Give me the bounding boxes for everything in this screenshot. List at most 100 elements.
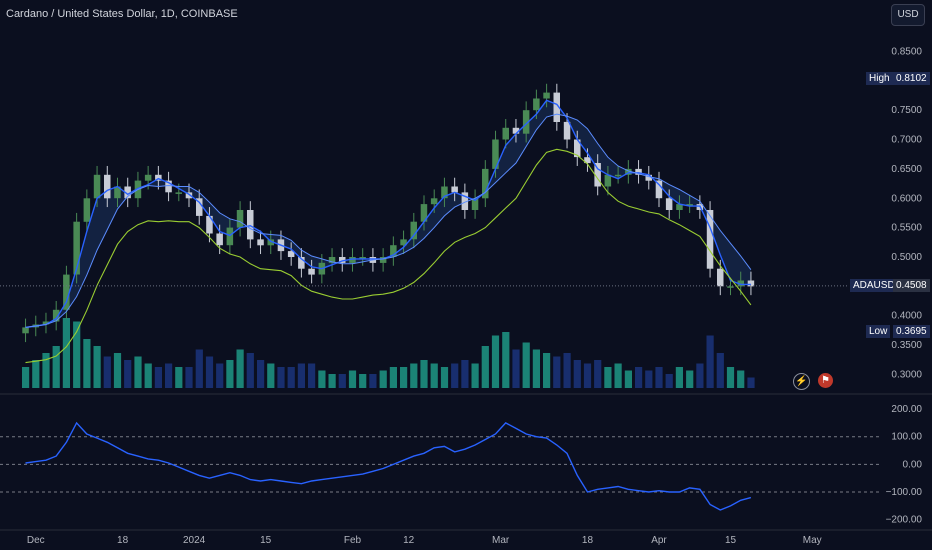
price-tick-label: 0.7000 (891, 135, 922, 146)
volume-bar (471, 363, 479, 388)
volume-bar (604, 367, 612, 388)
candle (645, 174, 652, 181)
time-tick-label: 2024 (183, 535, 206, 546)
volume-bar (328, 374, 336, 388)
volume-bar (348, 370, 357, 388)
lightning-icon[interactable]: ⚡ (793, 373, 810, 390)
candle (175, 192, 182, 194)
volume-bar (83, 339, 91, 388)
candle (359, 257, 366, 259)
volume-bar (635, 367, 643, 388)
volume-bar (144, 363, 152, 388)
current-price-value: 0.4508 (893, 279, 930, 292)
volume-bar (563, 353, 571, 388)
candle (676, 204, 683, 210)
volume-bar (185, 367, 193, 388)
volume-bar (308, 363, 316, 388)
volume-bar (134, 356, 142, 388)
candle (533, 98, 540, 111)
volume-bar (583, 363, 592, 388)
candle (502, 127, 509, 140)
price-tick-label: 0.6000 (891, 193, 922, 204)
price-tick-label: 0.3000 (891, 369, 922, 380)
candle (594, 163, 601, 187)
high-value: 0.8102 (893, 72, 930, 85)
volume-bar (42, 353, 50, 388)
osc-tick-label: −200.00 (886, 515, 923, 526)
candle (420, 204, 428, 222)
osc-tick-label: −100.00 (886, 487, 923, 498)
volume-bar (175, 367, 183, 388)
time-tick-label: 18 (117, 535, 129, 546)
volume-bar (737, 370, 745, 388)
volume-bar (686, 370, 694, 388)
volume-bar (440, 367, 449, 388)
symbol-label: ADAUSD (850, 279, 898, 292)
low-label: Low (866, 325, 891, 338)
candle (614, 174, 622, 177)
time-tick-label: May (803, 535, 822, 546)
candle (717, 268, 724, 287)
volume-bar (205, 356, 214, 388)
volume-bar (675, 367, 683, 388)
volume-bar (573, 360, 581, 388)
high-label: High (866, 72, 893, 85)
volume-bar (277, 367, 285, 388)
candle (686, 204, 693, 206)
price-tick-label: 0.5000 (891, 252, 922, 263)
candle (482, 168, 489, 199)
candle (471, 198, 479, 210)
volume-bar (297, 363, 305, 388)
volume-bar (93, 346, 101, 388)
candle (114, 186, 121, 199)
candle (247, 210, 254, 240)
us-flag-icon[interactable]: ⚑ (818, 373, 833, 388)
volume-bar (502, 332, 510, 388)
candle (655, 180, 663, 199)
volume-bar (410, 363, 418, 388)
candle (543, 92, 550, 99)
osc-tick-label: 100.00 (891, 432, 922, 443)
volume-bar (369, 374, 377, 388)
price-tick-label: 0.8500 (891, 46, 922, 57)
volume-bar (389, 367, 397, 388)
candle (584, 157, 591, 164)
volume-bar (154, 367, 162, 388)
volume-bar (522, 342, 530, 388)
candle (226, 227, 234, 246)
candle (236, 210, 244, 228)
candle (492, 139, 499, 169)
currency-button[interactable]: USD (891, 4, 925, 26)
volume-bar (73, 321, 81, 388)
time-tick-label: Apr (651, 535, 667, 546)
candle (328, 257, 336, 263)
candle (155, 174, 162, 181)
candle (737, 280, 744, 287)
candle (144, 174, 152, 181)
candle (379, 257, 387, 263)
volume-bar (481, 346, 489, 388)
volume-bar (665, 374, 673, 388)
volume-bar (543, 353, 551, 388)
volume-bar (216, 363, 224, 388)
volume-bar (706, 335, 714, 388)
volume-bar (645, 370, 653, 388)
candle (625, 168, 632, 175)
candle (339, 257, 346, 263)
volume-bar (532, 349, 540, 388)
volume-bar (624, 370, 632, 388)
volume-bar (430, 363, 438, 388)
candle (553, 92, 560, 122)
volume-bar (400, 367, 408, 388)
time-tick-label: Mar (492, 535, 510, 546)
candle (257, 239, 264, 246)
price-tick-label: 0.5500 (891, 223, 922, 234)
volume-bar (594, 360, 602, 388)
volume-bar (103, 356, 111, 388)
volume-bar (236, 349, 244, 388)
volume-bar (257, 360, 265, 388)
candle (574, 139, 581, 158)
volume-bar (420, 360, 428, 388)
